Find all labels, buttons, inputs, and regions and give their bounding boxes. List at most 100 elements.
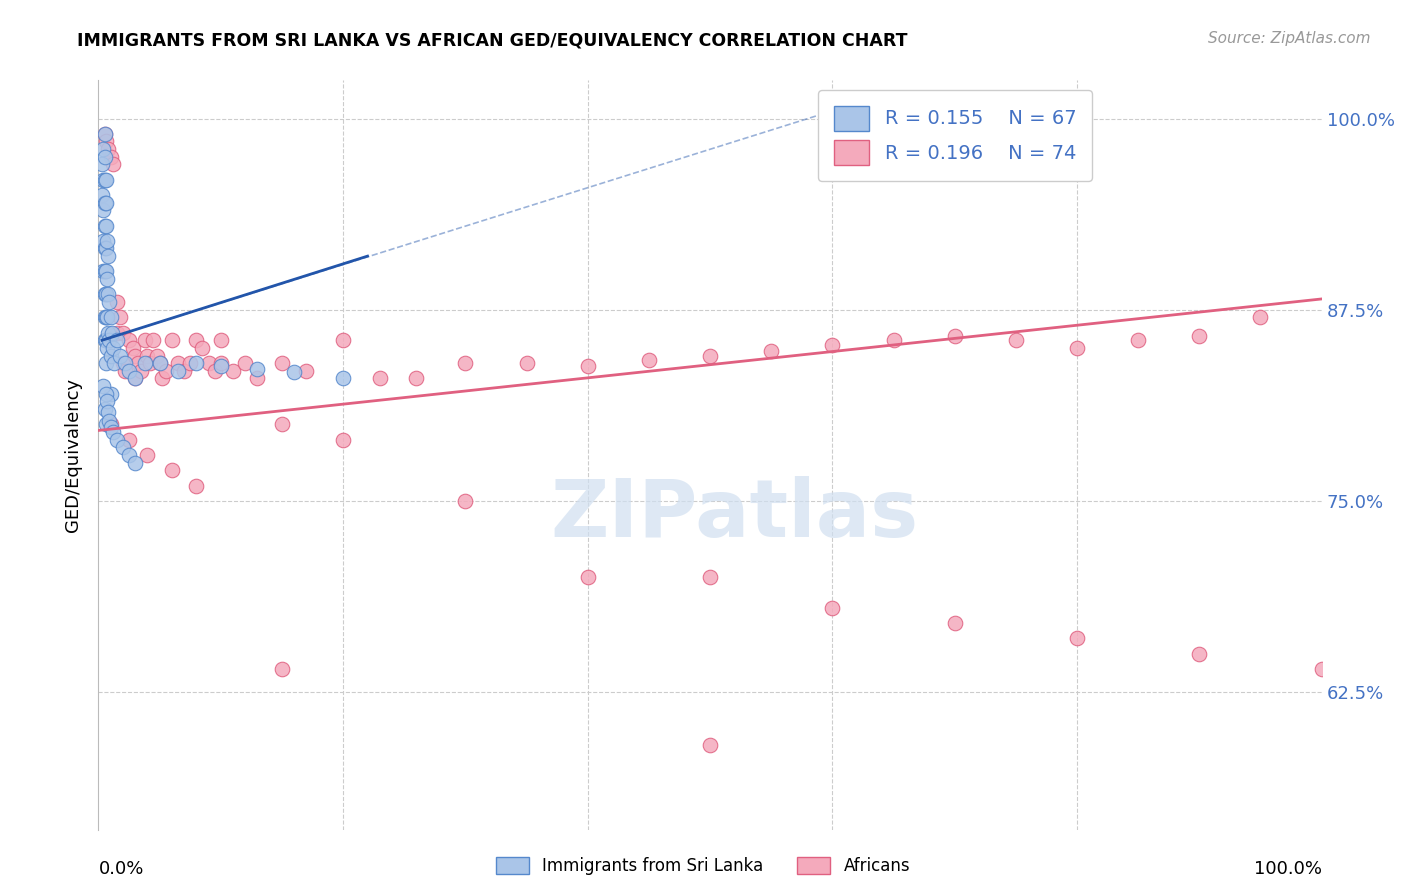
Point <box>94 195 117 210</box>
Point <box>97 249 120 263</box>
Point <box>186 356 208 370</box>
Point <box>94 135 117 149</box>
Point <box>100 417 122 432</box>
Point <box>98 333 121 347</box>
Point <box>94 417 117 432</box>
Point <box>295 364 318 378</box>
Point <box>91 379 114 393</box>
Point <box>101 425 124 439</box>
Point <box>699 739 721 753</box>
Point <box>576 570 599 584</box>
Point <box>270 356 294 370</box>
Point <box>97 142 120 156</box>
Point <box>91 157 114 171</box>
Point <box>246 362 269 376</box>
Point <box>101 157 124 171</box>
Point <box>93 195 115 210</box>
Point <box>761 343 783 358</box>
Point <box>160 463 183 477</box>
Point <box>93 172 115 186</box>
Point <box>97 326 120 340</box>
Point <box>1188 328 1211 343</box>
Point <box>91 188 114 202</box>
Point <box>118 433 141 447</box>
Point <box>943 328 966 343</box>
Point <box>100 386 122 401</box>
Point <box>96 234 118 248</box>
Point <box>179 356 201 370</box>
Point <box>97 287 120 301</box>
Point <box>105 333 128 347</box>
Point <box>91 264 114 278</box>
Point <box>96 310 118 325</box>
Point <box>1066 341 1088 355</box>
Text: Source: ZipAtlas.com: Source: ZipAtlas.com <box>1208 31 1371 46</box>
Point <box>821 338 844 352</box>
Point <box>246 371 269 385</box>
Point <box>124 371 146 385</box>
Point <box>98 414 121 428</box>
Point <box>149 356 172 370</box>
Point <box>100 349 122 363</box>
Point <box>146 349 169 363</box>
Point <box>124 371 146 385</box>
Text: ZIPatlas: ZIPatlas <box>550 475 918 554</box>
Point <box>96 272 118 286</box>
Point <box>93 127 115 141</box>
Point <box>332 433 354 447</box>
Point <box>91 203 114 218</box>
Point <box>105 326 128 340</box>
Point <box>139 356 162 370</box>
Point <box>186 333 208 347</box>
Point <box>100 420 122 434</box>
Point <box>197 356 219 370</box>
Point <box>204 364 226 378</box>
Point <box>118 364 141 378</box>
Point <box>149 356 172 370</box>
Point <box>173 364 195 378</box>
Point <box>114 364 136 378</box>
Point <box>155 364 177 378</box>
Legend: R = 0.155    N = 67, R = 0.196    N = 74: R = 0.155 N = 67, R = 0.196 N = 74 <box>818 90 1091 181</box>
Point <box>883 333 905 347</box>
Point <box>94 172 117 186</box>
Point <box>1128 333 1150 347</box>
Point <box>91 234 114 248</box>
Point <box>368 371 391 385</box>
Point <box>124 456 146 470</box>
Point <box>121 341 143 355</box>
Point <box>332 333 354 347</box>
Point <box>454 356 477 370</box>
Point <box>124 349 146 363</box>
Point <box>93 150 115 164</box>
Point <box>160 333 183 347</box>
Point <box>93 264 115 278</box>
Point <box>94 219 117 233</box>
Text: 100.0%: 100.0% <box>1254 860 1322 878</box>
Point <box>105 433 128 447</box>
Point <box>93 402 115 417</box>
Point <box>93 127 115 141</box>
Point <box>103 356 125 370</box>
Point <box>943 616 966 631</box>
Point <box>270 417 294 432</box>
Point <box>93 242 115 256</box>
Point <box>191 341 214 355</box>
Point <box>136 349 159 363</box>
Point <box>233 356 256 370</box>
Point <box>110 310 132 325</box>
Point <box>101 341 124 355</box>
Point <box>110 349 132 363</box>
Point <box>515 356 537 370</box>
Point <box>150 371 173 385</box>
Point <box>94 310 117 325</box>
Point <box>186 478 208 492</box>
Point <box>96 394 118 409</box>
Point <box>93 219 115 233</box>
Point <box>111 356 134 370</box>
Point <box>699 349 721 363</box>
Y-axis label: GED/Equivalency: GED/Equivalency <box>65 378 83 532</box>
Point <box>167 356 190 370</box>
Point <box>134 356 156 370</box>
Point <box>93 310 115 325</box>
